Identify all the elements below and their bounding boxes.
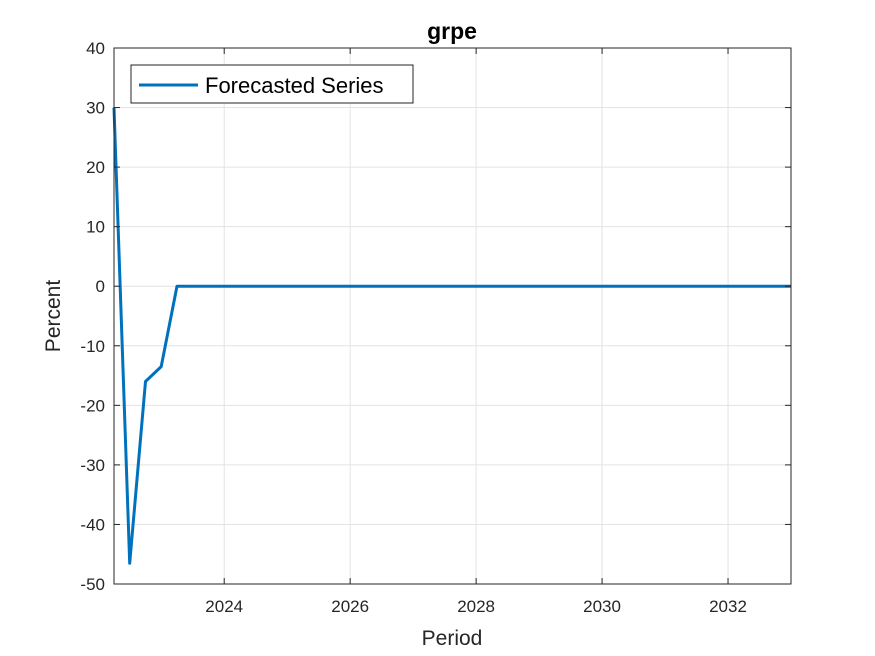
y-tick-label: -30 — [80, 456, 105, 475]
y-tick-label: -40 — [80, 515, 105, 534]
x-tick-label: 2032 — [709, 597, 747, 616]
series-line-0 — [112, 107, 791, 565]
y-tick-label: 0 — [96, 277, 105, 296]
y-tick-label: 10 — [86, 218, 105, 237]
y-tick-label: -50 — [80, 575, 105, 594]
y-axis-label: Percent — [42, 280, 65, 353]
x-axis-label: Period — [422, 627, 483, 650]
y-tick-label: 20 — [86, 158, 105, 177]
legend-label-forecasted-series: Forecasted Series — [205, 73, 384, 98]
y-tick-label: -20 — [80, 396, 105, 415]
series-layer — [112, 107, 791, 565]
axis-ticks: 2024 2026 2028 2030 2032-50-40-30-20-1001020… — [80, 39, 791, 616]
legend: Forecasted Series — [130, 64, 414, 104]
x-tick-label: 2028 — [457, 597, 495, 616]
y-tick-label: 30 — [86, 99, 105, 118]
x-tick-label: 2024 — [205, 597, 243, 616]
y-tick-label: 40 — [86, 39, 105, 58]
plot-frame — [113, 47, 792, 585]
y-tick-label: -10 — [80, 337, 105, 356]
x-tick-label: 2026 — [331, 597, 369, 616]
x-tick-label: 2030 — [583, 597, 621, 616]
chart-title: grpe — [427, 18, 477, 44]
plot-area — [114, 48, 791, 584]
